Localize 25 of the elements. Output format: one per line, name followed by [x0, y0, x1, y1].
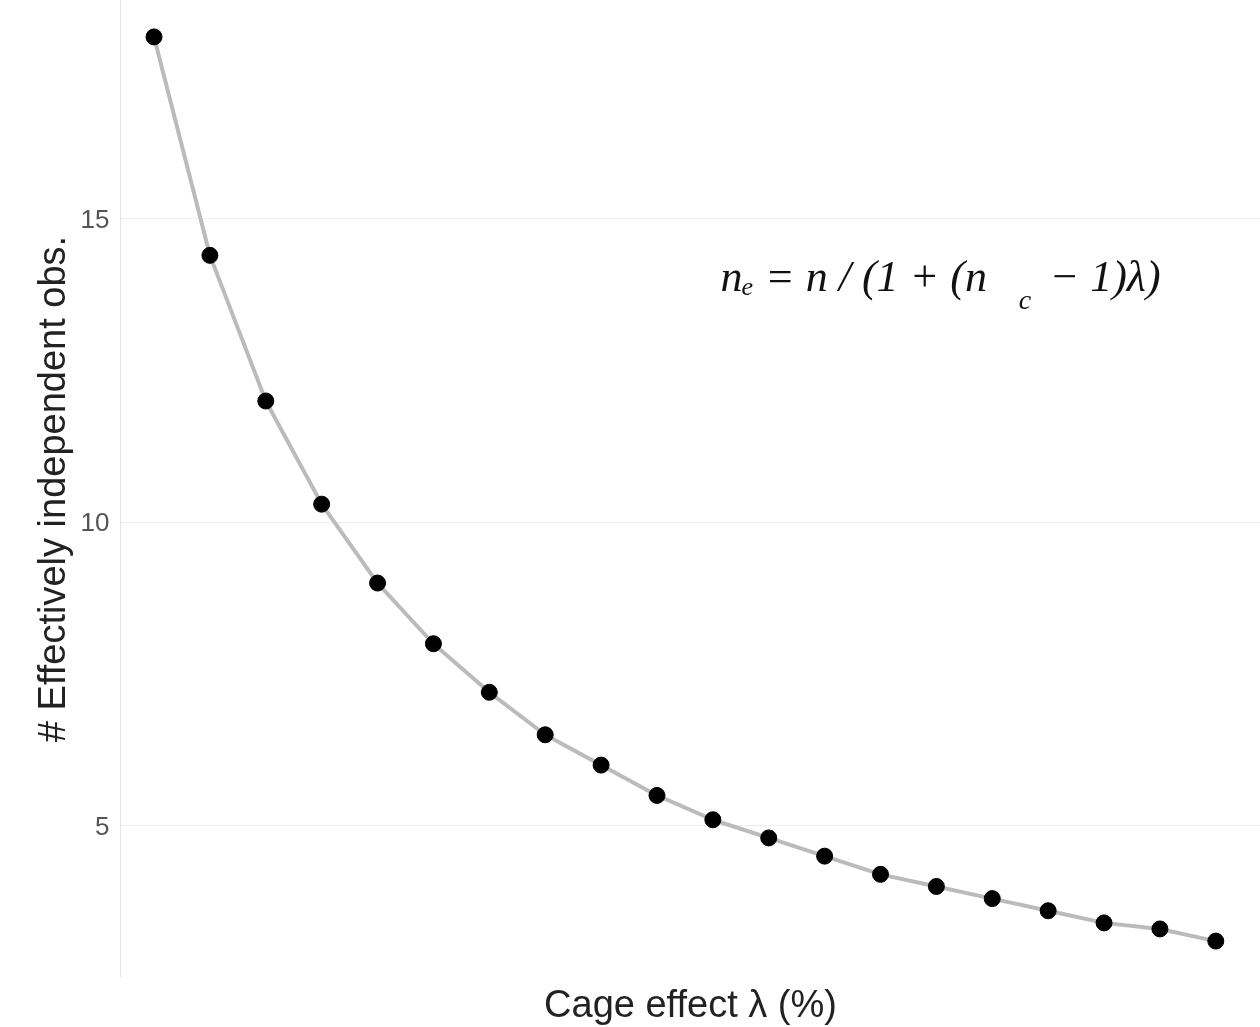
y-tick-label: 5 — [95, 810, 110, 841]
y-tick-label: 10 — [80, 507, 110, 538]
point — [313, 495, 331, 513]
point — [1039, 902, 1057, 920]
point — [1095, 914, 1113, 932]
point — [816, 847, 834, 865]
point — [1151, 920, 1169, 938]
point — [480, 683, 498, 701]
point — [760, 829, 778, 847]
x-axis-title: Cage effect λ (%) — [544, 982, 837, 1025]
point — [648, 786, 666, 804]
point — [872, 865, 889, 883]
point — [536, 726, 554, 744]
point — [145, 28, 163, 46]
point — [1207, 932, 1225, 950]
point — [201, 246, 219, 264]
y-axis-title: # Effectively independent obs. — [30, 235, 73, 743]
point — [369, 574, 387, 592]
point — [927, 877, 945, 895]
point — [704, 811, 722, 829]
point — [424, 635, 442, 653]
point — [983, 890, 1001, 908]
point — [257, 392, 275, 410]
point — [592, 756, 610, 774]
y-tick-label: 15 — [80, 203, 110, 234]
